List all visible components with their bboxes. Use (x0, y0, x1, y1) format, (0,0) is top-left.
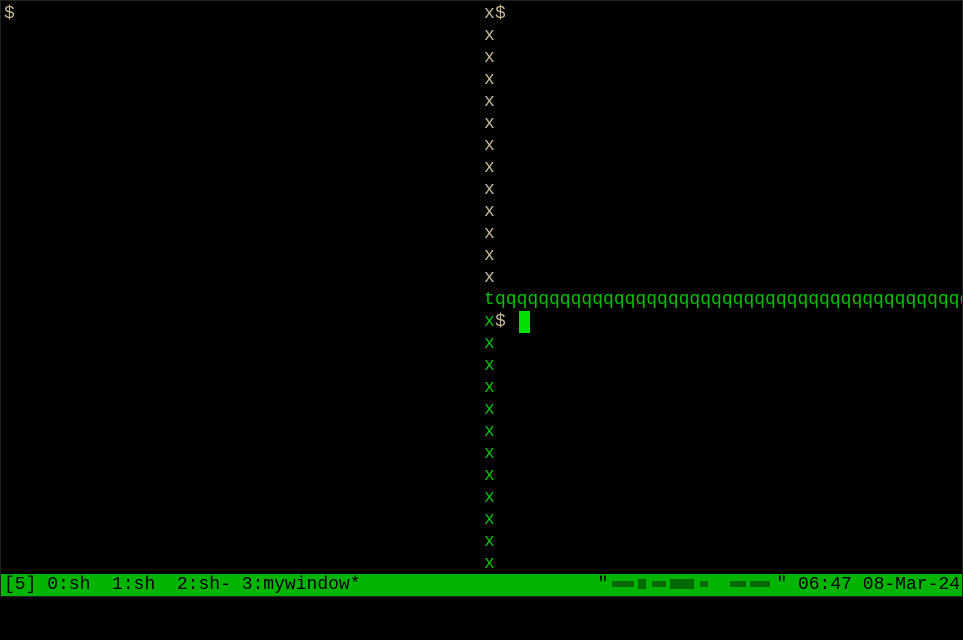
session-index: [5] (4, 575, 37, 595)
border-char: x (484, 422, 495, 442)
border-char: x (484, 224, 495, 244)
terminal-cursor (519, 311, 530, 333)
border-char: x (484, 92, 495, 112)
border-char: x (484, 532, 495, 552)
border-char: x (484, 136, 495, 156)
border-char: x (484, 554, 495, 574)
horizontal-pane-border: qqqqqqqqqqqqqqqqqqqqqqqqqqqqqqqqqqqqqqqq… (495, 290, 963, 310)
border-tee: t (484, 290, 495, 310)
border-char: x (484, 180, 495, 200)
tmux-terminal[interactable]: $ $ t qqqqqqqqqqqqqqqqqqqqqqqqqqqqqqqqqq… (0, 0, 963, 597)
window-tab-active[interactable]: 3:mywindow* (241, 575, 361, 595)
left-pane-prompt: $ (4, 4, 15, 24)
border-char: x (484, 444, 495, 464)
status-right: " " 06:47 08-Mar-24 (597, 575, 960, 595)
tmux-status-bar: [5] 0:sh 1:sh 2:sh- 3:mywindow* " " 06:47… (1, 574, 962, 596)
border-char: x (484, 312, 495, 332)
clock-date: 08-Mar-24 (862, 575, 960, 595)
border-char: x (484, 356, 495, 376)
border-char: x (484, 466, 495, 486)
border-char: x (484, 378, 495, 398)
border-char: x (484, 158, 495, 178)
border-char: x (484, 70, 495, 90)
border-char: x (484, 48, 495, 68)
window-tab[interactable]: 0:sh (47, 575, 91, 595)
border-char: x (484, 114, 495, 134)
border-char: x (484, 334, 495, 354)
border-char: x (484, 510, 495, 530)
border-char: x (484, 26, 495, 46)
top-right-pane-prompt: $ (495, 4, 506, 24)
window-list: [5] 0:sh 1:sh 2:sh- 3:mywindow* (4, 574, 361, 596)
window-tab[interactable]: 1:sh (112, 575, 156, 595)
border-char: x (484, 400, 495, 420)
border-char: x (484, 246, 495, 266)
redacted-pane-title (608, 577, 776, 591)
border-char: x (484, 4, 495, 24)
border-char: x (484, 202, 495, 222)
border-char: x (484, 488, 495, 508)
window-tab[interactable]: 2:sh- (176, 575, 231, 595)
clock-time: 06:47 (797, 575, 852, 595)
border-char: x (484, 268, 495, 288)
bottom-right-pane-prompt: $ (495, 312, 506, 332)
